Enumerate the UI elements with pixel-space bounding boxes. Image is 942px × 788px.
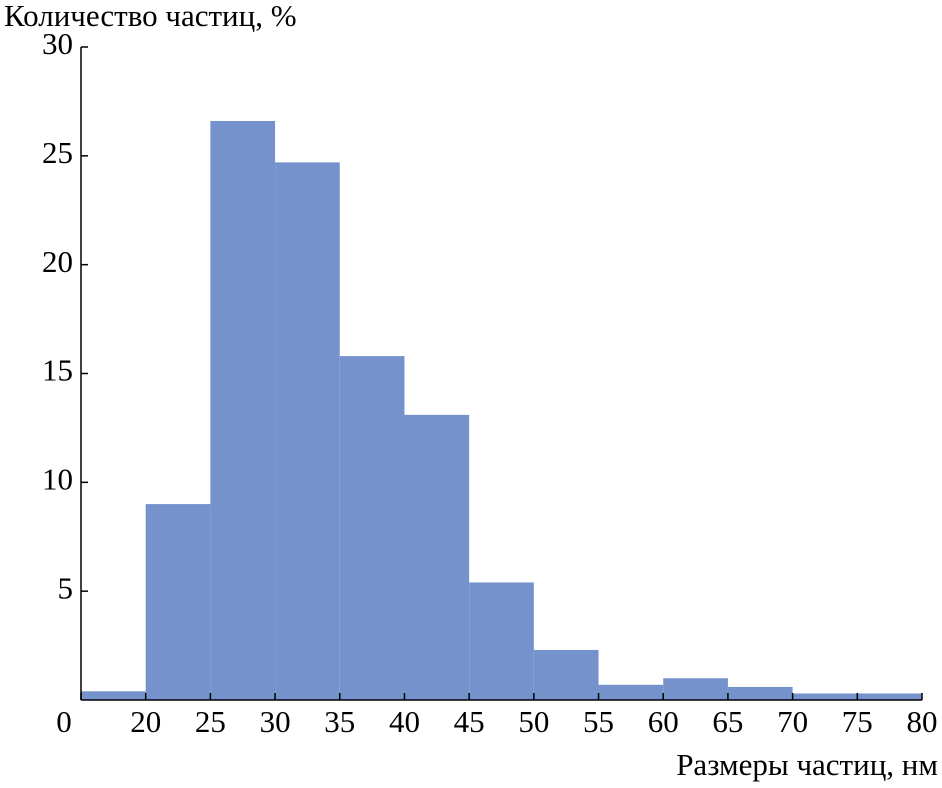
bar: [663, 678, 728, 700]
bar: [404, 414, 470, 700]
bar: [857, 693, 922, 700]
bar: [533, 649, 599, 700]
y-tick-label: 30: [42, 26, 73, 61]
bar: [469, 582, 534, 700]
x-tick-label: 30: [260, 704, 291, 739]
x-tick-label: 35: [324, 704, 355, 739]
x-tick-label: 0: [56, 704, 72, 739]
bar: [598, 684, 664, 700]
y-axis-title: Количество частиц, %: [4, 0, 297, 33]
x-tick-label: 50: [518, 704, 549, 739]
x-tick-label: 60: [648, 704, 679, 739]
x-tick-label: 55: [583, 704, 614, 739]
x-tick-label: 80: [907, 704, 938, 739]
bar: [727, 686, 793, 700]
bar: [792, 693, 858, 700]
x-axis-title: Размеры частиц, нм: [676, 747, 938, 782]
bar: [81, 691, 146, 700]
y-tick-label: 15: [42, 353, 73, 388]
x-tick-label: 45: [454, 704, 485, 739]
x-tick-label: 65: [712, 704, 743, 739]
bar: [145, 504, 211, 700]
y-tick-label: 5: [58, 570, 74, 605]
x-tick-label: 75: [842, 704, 873, 739]
y-tick-label: 10: [42, 461, 73, 496]
y-tick-label: 25: [42, 135, 73, 170]
x-tick-label: 70: [777, 704, 808, 739]
x-tick-label: 25: [195, 704, 226, 739]
bar: [275, 162, 340, 700]
x-tick-label: 40: [389, 704, 420, 739]
x-tick-label: 20: [130, 704, 161, 739]
bar: [210, 121, 276, 701]
y-tick-label: 20: [42, 244, 73, 279]
bar: [339, 356, 405, 700]
